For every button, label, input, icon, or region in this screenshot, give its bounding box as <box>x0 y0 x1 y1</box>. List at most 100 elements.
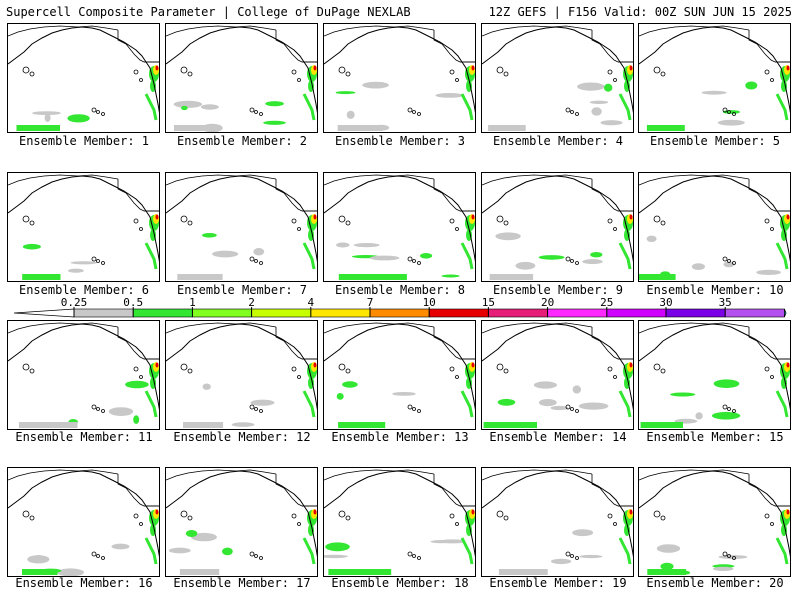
island <box>613 78 617 82</box>
island <box>101 112 105 116</box>
island <box>249 256 255 262</box>
scp-shading <box>185 530 198 537</box>
scp-shading <box>57 568 84 576</box>
colorbar-segment <box>724 308 785 318</box>
coastline <box>324 323 475 411</box>
island <box>732 556 736 560</box>
island <box>660 71 666 77</box>
scp-hotspot <box>155 214 159 220</box>
island <box>770 375 774 379</box>
scp-shading <box>33 555 44 560</box>
island <box>653 215 661 223</box>
coastline <box>8 469 119 481</box>
scp-shading <box>591 107 602 116</box>
scp-shading <box>712 566 734 571</box>
island <box>770 78 774 82</box>
map-canvas <box>166 322 317 428</box>
scp-shading <box>582 259 603 265</box>
island <box>187 368 193 374</box>
scp-shading <box>125 380 149 389</box>
political-border <box>275 179 317 212</box>
island <box>607 218 613 224</box>
coastline <box>166 25 277 37</box>
scp-shading <box>202 383 211 390</box>
coastline <box>324 322 435 334</box>
island <box>91 404 97 410</box>
ensemble-member-label: Ensemble Member: 13 <box>331 430 469 444</box>
scp-shading <box>222 547 233 556</box>
coastline <box>482 26 633 114</box>
island <box>254 554 258 558</box>
island <box>29 368 35 374</box>
scp-shading <box>133 415 140 424</box>
island <box>770 522 774 526</box>
island <box>180 510 188 518</box>
scp-shading <box>711 411 741 420</box>
political-border <box>591 327 633 360</box>
scp-hotspot <box>313 509 317 515</box>
coastline <box>166 322 277 334</box>
scp-shading <box>338 422 386 428</box>
scp-shading <box>660 562 674 570</box>
island <box>96 110 100 114</box>
scp-shading <box>713 379 740 388</box>
coastline <box>639 174 750 186</box>
scp-shading <box>231 422 255 427</box>
scp-shading <box>18 422 78 428</box>
coastline <box>8 174 119 186</box>
scp-shading <box>579 554 603 559</box>
ensemble-map-panel <box>481 320 634 430</box>
island <box>727 407 731 411</box>
island <box>449 69 455 75</box>
ensemble-map-panel <box>638 320 791 430</box>
ensemble-member-label: Ensemble Member: 6 <box>18 283 150 297</box>
scp-shading <box>589 100 609 105</box>
coastline <box>324 25 435 37</box>
ensemble-map-panel <box>165 467 318 577</box>
scp-shading <box>337 125 383 131</box>
scp-shading <box>646 125 685 131</box>
colorbar-tick-label: 2 <box>248 296 255 309</box>
scp-shading <box>656 544 681 553</box>
political-border <box>433 474 475 507</box>
ensemble-member-label: Ensemble Member: 16 <box>15 576 153 590</box>
island <box>575 261 579 265</box>
map-canvas <box>166 469 317 575</box>
ensemble-member-label: Ensemble Member: 2 <box>176 134 308 148</box>
scp-shading <box>572 529 594 537</box>
ensemble-map-panel <box>7 467 160 577</box>
scp-hotspot <box>629 65 633 71</box>
ensemble-map-panel <box>323 172 476 282</box>
map-canvas <box>324 469 475 575</box>
island <box>249 107 255 113</box>
island <box>503 71 509 77</box>
island <box>291 218 297 224</box>
island <box>345 71 351 77</box>
scp-shading <box>191 532 217 542</box>
island <box>338 215 346 223</box>
coastline <box>324 26 475 114</box>
scp-hotspot <box>786 214 790 220</box>
island <box>187 220 193 226</box>
colorbar-tick-label: 10 <box>423 296 436 309</box>
political-border <box>748 327 790 360</box>
island <box>455 375 459 379</box>
island <box>338 363 346 371</box>
island <box>455 522 459 526</box>
coastline <box>482 323 633 411</box>
colorbar-segment <box>665 308 726 318</box>
scp-shading <box>701 90 727 95</box>
scp-shading <box>336 393 344 400</box>
scp-shading <box>253 248 265 256</box>
scp-shading <box>44 113 51 123</box>
political-border <box>117 30 159 63</box>
scp-shading <box>144 93 158 121</box>
scp-shading <box>460 242 474 270</box>
scp-shading <box>489 274 534 280</box>
coastline <box>639 26 790 114</box>
scp-shading <box>302 93 316 121</box>
island <box>570 407 574 411</box>
scp-shading <box>646 235 657 242</box>
island <box>345 515 351 521</box>
coastline <box>8 175 159 263</box>
